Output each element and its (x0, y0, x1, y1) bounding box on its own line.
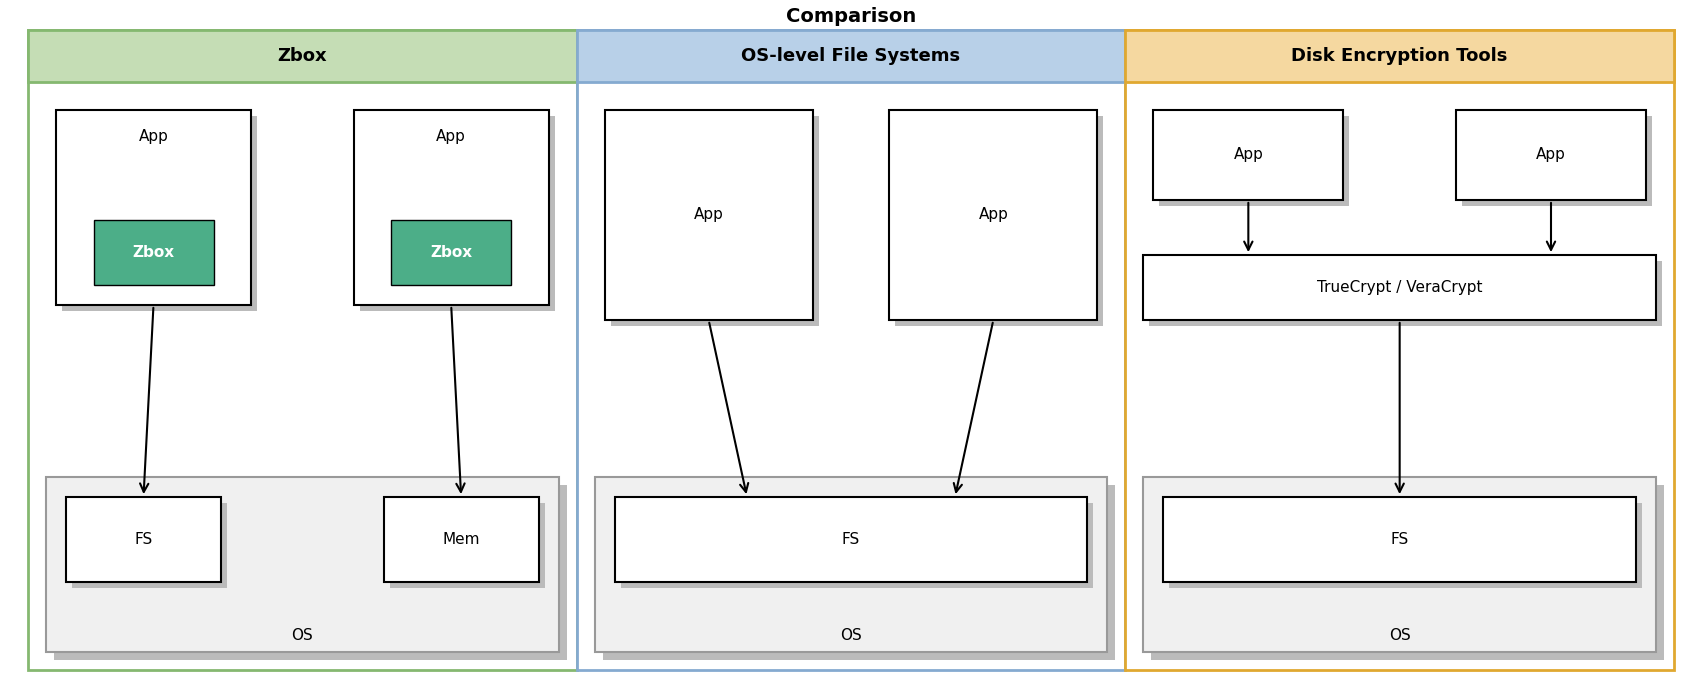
Text: TrueCrypt / VeraCrypt: TrueCrypt / VeraCrypt (1317, 280, 1482, 295)
Text: OS: OS (291, 629, 313, 643)
Bar (46, 477, 558, 652)
Text: App: App (694, 208, 723, 222)
Text: OS-level File Systems: OS-level File Systems (742, 47, 960, 65)
Text: Mem: Mem (443, 532, 480, 547)
Bar (359, 116, 555, 311)
Bar (1144, 255, 1656, 320)
Bar (895, 116, 1103, 326)
Text: Disk Encryption Tools: Disk Encryption Tools (1292, 47, 1508, 65)
Text: Comparison: Comparison (786, 6, 916, 25)
Text: App: App (979, 208, 1008, 222)
Bar (1462, 116, 1653, 206)
Bar (390, 503, 545, 588)
Bar (1151, 485, 1665, 660)
Bar (604, 110, 812, 320)
Bar (54, 485, 567, 660)
Bar (577, 30, 1125, 82)
Bar (94, 220, 213, 285)
Bar (56, 110, 250, 305)
Bar (890, 110, 1098, 320)
Text: Zbox: Zbox (277, 47, 327, 65)
Text: App: App (138, 129, 168, 144)
Text: Zbox: Zbox (133, 245, 175, 260)
Bar (1164, 497, 1636, 582)
Bar (1144, 477, 1656, 652)
Text: FS: FS (1391, 532, 1409, 547)
Bar (66, 497, 221, 582)
Bar (603, 485, 1115, 660)
Bar (1455, 110, 1646, 200)
Bar (621, 503, 1093, 588)
Bar (611, 116, 819, 326)
Bar (577, 30, 1125, 670)
Bar (71, 503, 226, 588)
Text: App: App (1537, 147, 1566, 162)
Bar (27, 30, 577, 670)
Text: OS: OS (841, 629, 861, 643)
Text: Zbox: Zbox (431, 245, 471, 260)
Bar (1125, 30, 1675, 670)
Bar (354, 110, 548, 305)
Bar (614, 497, 1088, 582)
Text: OS: OS (1389, 629, 1411, 643)
Bar (383, 497, 538, 582)
Bar (1159, 116, 1350, 206)
Bar (391, 220, 511, 285)
Bar (61, 116, 257, 311)
Bar (27, 30, 577, 82)
Bar (1149, 261, 1661, 326)
Bar (1169, 503, 1642, 588)
Bar (1154, 110, 1343, 200)
Text: App: App (436, 129, 466, 144)
Text: FS: FS (842, 532, 860, 547)
Bar (1125, 30, 1675, 82)
Text: App: App (1234, 147, 1263, 162)
Text: FS: FS (134, 532, 153, 547)
Bar (594, 477, 1108, 652)
